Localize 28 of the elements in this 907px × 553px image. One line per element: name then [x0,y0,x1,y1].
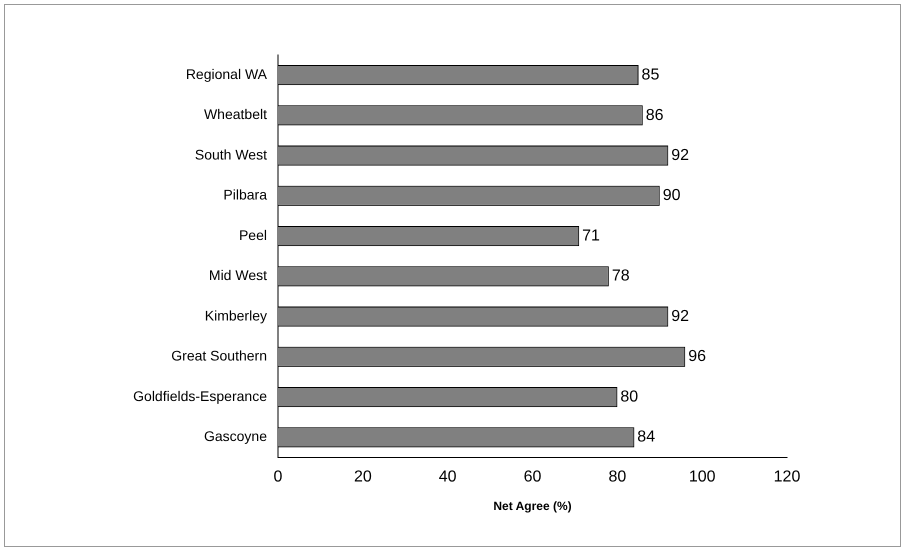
y-tick-label: Regional WA [186,66,268,82]
data-label: 92 [671,147,690,164]
data-label: 78 [612,268,630,285]
x-tick-label: 20 [354,468,372,486]
y-tick-label: South West [194,146,268,162]
data-label: 71 [582,227,600,244]
data-label: 86 [646,106,664,124]
y-tick-label: Peel [238,226,267,243]
y-tick-label: Kimberley [204,307,267,324]
data-label: 80 [620,388,638,406]
x-tick-label: 40 [438,468,457,486]
y-tick-label: Mid West [208,267,268,284]
x-tick-label: 120 [774,468,800,486]
y-tick-label: Great Southern [171,348,267,364]
y-tick-label: Goldfields-Esperance [133,388,268,404]
data-label: 84 [637,428,656,446]
data-label: 85 [642,66,660,84]
y-tick-label: Pilbara [223,186,268,203]
x-axis-title: Net Agree (%) [493,499,572,514]
x-tick-label: 60 [524,468,542,486]
data-label: 96 [688,348,706,366]
data-label: 92 [671,308,690,325]
x-tick-label: 0 [274,468,283,486]
data-label: 90 [662,187,681,204]
y-tick-label: Gascoyne [204,428,268,444]
x-tick-label: 100 [688,468,716,486]
y-tick-label: Wheatbelt [204,106,268,122]
x-tick-label: 80 [608,468,626,486]
